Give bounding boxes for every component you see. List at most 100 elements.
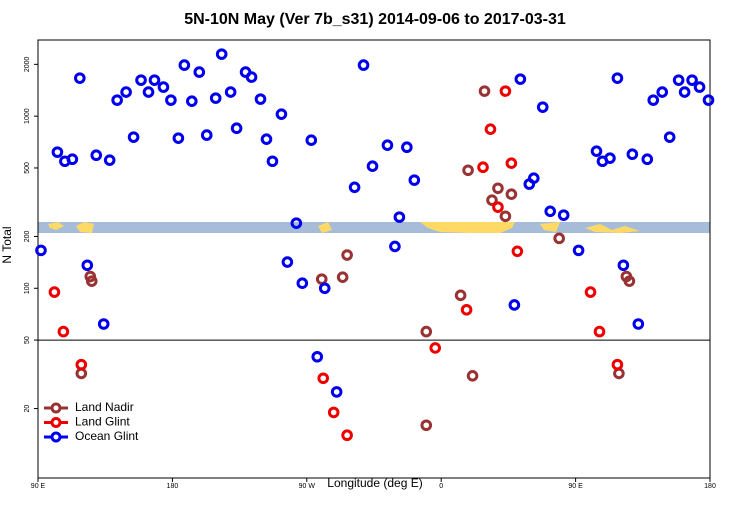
point <box>647 94 660 106</box>
point <box>672 74 685 86</box>
y-tick-label: 200 <box>24 231 31 243</box>
legend-label: Land Glint <box>75 415 130 429</box>
point <box>97 318 110 330</box>
point <box>165 94 177 106</box>
point <box>492 182 504 195</box>
point <box>393 211 406 223</box>
point <box>484 123 497 135</box>
point <box>266 155 279 168</box>
point <box>623 275 636 287</box>
point <box>245 71 258 83</box>
point <box>702 94 715 106</box>
point <box>254 93 267 105</box>
point <box>678 86 691 98</box>
legend-marker <box>50 402 62 414</box>
point <box>505 157 518 169</box>
point <box>230 122 243 135</box>
point <box>511 245 524 258</box>
legend-label: Ocean Glint <box>75 429 139 443</box>
point <box>617 259 630 272</box>
x-tick-label: 180 <box>704 483 716 490</box>
point <box>157 81 170 93</box>
point <box>260 133 273 145</box>
point <box>478 85 491 97</box>
point <box>693 81 706 93</box>
point <box>593 325 606 338</box>
point <box>336 271 349 283</box>
point <box>492 201 504 213</box>
point <box>584 286 597 298</box>
legend-label: Land Nadir <box>75 400 134 414</box>
point <box>389 240 401 253</box>
point <box>348 181 361 194</box>
x-tick-label: 180 <box>167 483 179 490</box>
point <box>401 141 413 154</box>
point <box>90 149 103 162</box>
point <box>193 66 206 78</box>
point <box>656 86 669 98</box>
point <box>557 209 570 221</box>
point <box>215 48 228 60</box>
point <box>408 174 421 186</box>
point <box>544 205 557 218</box>
point <box>514 73 527 85</box>
point <box>209 92 222 104</box>
point <box>641 153 654 166</box>
point <box>604 152 616 164</box>
land <box>420 222 515 233</box>
legend-marker <box>50 431 62 443</box>
point <box>178 59 191 71</box>
land <box>76 222 94 233</box>
point <box>281 256 294 268</box>
point <box>135 74 147 86</box>
point <box>486 194 498 206</box>
point <box>66 153 79 166</box>
point <box>462 164 474 177</box>
point <box>466 370 479 382</box>
chart-title: 5N-10N May (Ver 7b_s31) 2014-09-06 to 20… <box>184 11 566 28</box>
point <box>505 188 518 201</box>
land <box>318 222 332 233</box>
point <box>499 210 512 223</box>
point <box>686 74 698 86</box>
x-tick-label: 90 E <box>568 483 583 490</box>
x-tick-label: 0 <box>439 483 443 490</box>
point <box>120 86 132 98</box>
y-tick-label: 500 <box>24 162 31 174</box>
point <box>142 86 155 98</box>
point <box>311 350 324 363</box>
point <box>75 358 88 371</box>
land <box>585 224 640 233</box>
x-tick-label: 90 E <box>31 483 46 490</box>
ocean-band <box>38 222 710 233</box>
point <box>305 134 318 146</box>
point <box>57 325 70 338</box>
point <box>611 358 624 371</box>
point <box>632 318 645 330</box>
y-axis-label: N Total <box>0 226 14 263</box>
point <box>317 372 330 385</box>
point <box>381 139 394 152</box>
point <box>224 86 237 98</box>
point <box>454 289 467 302</box>
point <box>663 131 676 143</box>
point <box>477 161 489 174</box>
point <box>172 132 185 144</box>
point <box>527 172 540 185</box>
point <box>327 406 340 419</box>
point <box>508 299 521 311</box>
point <box>460 303 473 316</box>
point <box>127 131 140 143</box>
point <box>357 59 370 71</box>
point <box>103 154 116 166</box>
point <box>590 145 603 157</box>
legend-marker <box>50 417 62 428</box>
point <box>341 429 353 442</box>
point <box>366 160 379 172</box>
land <box>540 222 560 232</box>
point <box>536 101 549 113</box>
point <box>81 259 94 272</box>
x-axis-label: Longitude (deg E) <box>327 476 422 490</box>
y-tick-label: 50 <box>24 336 31 344</box>
